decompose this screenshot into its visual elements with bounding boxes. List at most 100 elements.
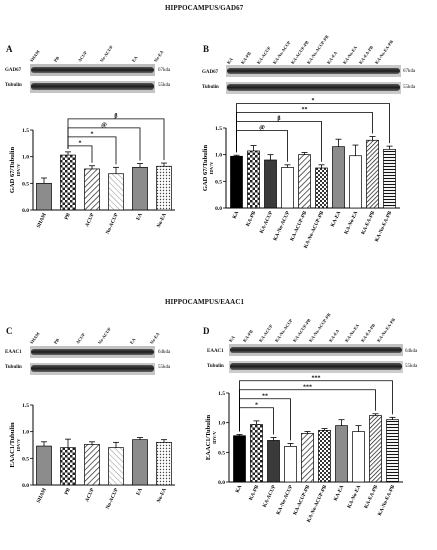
bar — [233, 435, 246, 483]
panel-letter-a: A — [6, 44, 13, 54]
significance-label: @ — [101, 122, 107, 128]
y-tick-label: 1.5 — [22, 128, 29, 134]
significance-bracket — [236, 103, 390, 153]
category-label: KA-PB — [248, 484, 260, 502]
significance-label: @ — [259, 125, 265, 131]
y-tick-label: 1.5 — [218, 391, 225, 397]
category-label: ACUP — [84, 487, 96, 503]
y-tick-label: 1.5 — [215, 126, 222, 132]
significance-label: β — [114, 113, 117, 119]
y-tick-label: 0.0 — [22, 483, 29, 489]
significance-label: * — [255, 402, 258, 408]
panel-letter-d: D — [203, 326, 210, 336]
category-label: KA-PB — [245, 210, 257, 228]
bar — [36, 182, 52, 211]
bar — [36, 445, 52, 486]
significance-bracket — [239, 398, 291, 441]
significance-label: * — [312, 98, 315, 104]
bar — [335, 425, 348, 483]
bar — [366, 139, 379, 209]
bar — [250, 424, 263, 483]
category-label: SHAM — [36, 487, 48, 504]
significance-label: * — [91, 131, 94, 137]
bar — [108, 447, 124, 486]
category-label: KA-EA-PB — [363, 484, 379, 510]
kda-label: 55kda — [158, 83, 171, 88]
y-axis-unit: IDV/V — [16, 163, 21, 177]
significance-label: *** — [303, 384, 312, 390]
kda-label: 55kda — [403, 85, 416, 90]
bar — [349, 155, 362, 209]
category-label: KA-EA — [333, 484, 346, 502]
bar — [318, 430, 331, 483]
category-label: KA-No-EA-PB — [374, 210, 394, 243]
y-axis-label: GAD 67/Tubulin — [202, 145, 209, 192]
bar — [281, 167, 294, 209]
panel-letter-b: B — [203, 44, 210, 54]
blot-label-loading: Tubulin — [5, 365, 22, 370]
significance-bracket — [236, 130, 288, 162]
category-label: KA-No-ACUP — [272, 210, 291, 242]
y-axis-unit: IDV/V — [209, 161, 214, 175]
category-label: ACUP — [84, 212, 96, 228]
y-tick-label: 0.5 — [218, 450, 225, 456]
bar — [369, 415, 382, 483]
y-tick-label: 0.5 — [215, 179, 222, 185]
category-label: No-EA — [156, 212, 168, 229]
y-axis-label: EAAC1/Tubulin — [9, 422, 16, 468]
kda-label: 55kda — [158, 365, 171, 370]
bar — [230, 155, 243, 209]
significance-bracket — [236, 112, 373, 153]
bar — [132, 166, 148, 211]
bar — [60, 447, 76, 486]
bar — [247, 150, 260, 209]
y-axis-unit: IDV/V — [212, 430, 217, 444]
kda-label: 67kda — [403, 69, 416, 74]
y-tick-label: 0.0 — [22, 208, 29, 214]
blot-image-d — [229, 344, 403, 373]
significance-bracket — [67, 118, 165, 161]
blot-label-protein: GAD67 — [202, 70, 219, 75]
bar — [332, 146, 345, 209]
bar — [315, 167, 328, 209]
category-label: KA — [232, 210, 241, 220]
bar — [60, 154, 76, 211]
category-label: KA — [235, 484, 244, 494]
bar — [298, 154, 311, 209]
category-label: KA-ACUP-PB — [289, 210, 308, 242]
y-tick-label: 0.0 — [218, 480, 225, 486]
y-axis-label: EAAC1/Tubulin — [205, 414, 212, 460]
y-axis-label: GAD 67/Tubulin — [9, 147, 16, 194]
bar — [156, 441, 172, 486]
significance-label: β — [277, 116, 280, 122]
kda-label: 64kda — [158, 350, 171, 355]
y-tick-label: 1.0 — [215, 153, 222, 159]
bar — [301, 432, 314, 483]
blot-image-c — [30, 346, 155, 375]
y-tick-label: 0.5 — [22, 456, 29, 462]
category-label: KA-ACUP-PB — [292, 484, 311, 516]
category-label: No-EA — [156, 487, 168, 504]
kda-label: 55kda — [405, 364, 418, 369]
y-axis-unit: IDV/V — [16, 438, 21, 452]
y-tick-label: 0.0 — [215, 206, 222, 212]
significance-label: ** — [262, 393, 268, 399]
y-tick-label: 1.0 — [22, 155, 29, 161]
category-label: EA — [135, 487, 144, 496]
blot-image-a — [30, 64, 155, 93]
bar — [267, 440, 280, 483]
blot-label-protein: EAAC1 — [5, 350, 22, 355]
category-label: KA-ACUP — [262, 484, 278, 509]
bar — [264, 159, 277, 209]
blot-label-loading: Tubulin — [202, 85, 219, 90]
blot-label-loading: Tubulin — [5, 83, 22, 88]
bar — [156, 165, 172, 211]
blot-label-loading: Tubulin — [207, 364, 224, 369]
panel-letter-c: C — [6, 326, 13, 336]
category-label: KA-No-EA — [346, 484, 362, 509]
significance-bracket — [239, 380, 393, 432]
